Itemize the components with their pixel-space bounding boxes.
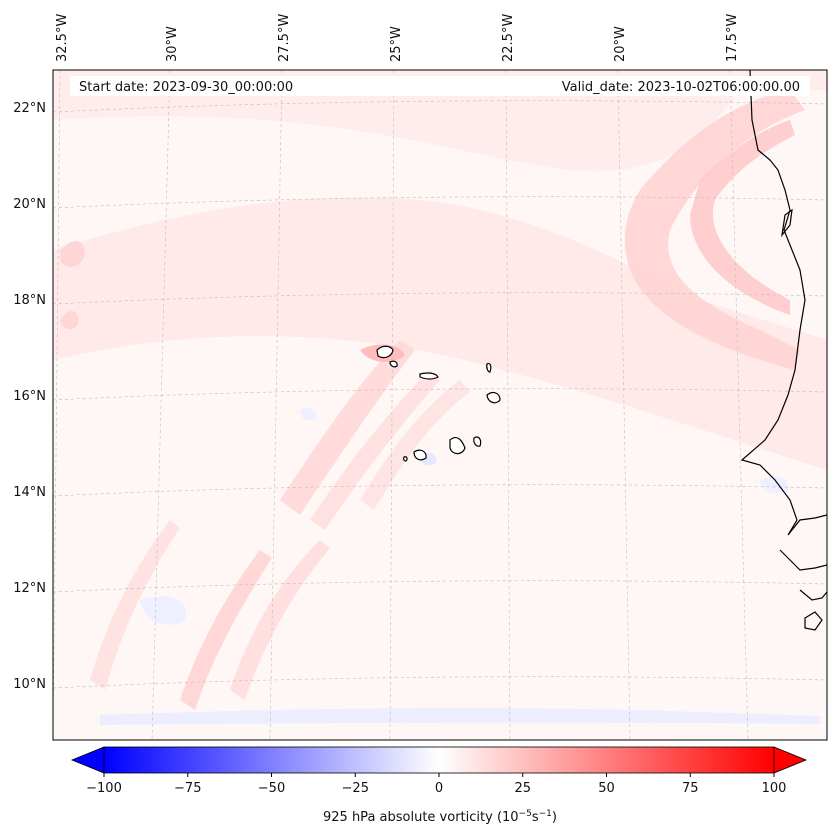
colorbar-tick-label: 75 [682,781,699,796]
island [486,362,492,373]
graticule [53,70,827,740]
colorbar-tick-label: −25 [342,781,369,796]
map-panel: Start date: 2023-09-30_00:00:00 Valid_da… [52,69,828,741]
cape-verde-islands [376,345,501,462]
colorbar-bar [103,746,775,774]
colorbar-tick-label: −75 [174,781,201,796]
lat-label: 14°N [13,485,46,500]
island [376,345,394,359]
island [449,436,466,455]
colorbar-tick-label: −50 [258,781,285,796]
colorbar-label: 925 hPa absolute vorticity (10−5s−1) [323,809,557,825]
lat-label: 12°N [13,581,46,596]
valid-date: Valid_date: 2023-10-02T06:00:00.00 [562,80,800,95]
colorbar-left-extend [70,746,105,774]
colorbar: −100 −75 −50 −25 0 25 50 75 100 925 hPa absolute… [70,746,808,825]
colorbar-tick-label: 100 [762,781,787,796]
lat-label: 18°N [13,293,46,308]
longitude-labels: 32.5°W 30°W 27.5°W 25°W 22.5°W 20°W 17.5… [55,14,740,62]
colorbar-tick-label: 0 [435,781,443,796]
date-banner [70,76,810,96]
colorbar-right-extend [773,746,808,774]
island [473,436,482,447]
lon-label: 20°W [613,26,628,62]
latitude-labels: 22°N 20°N 18°N 16°N 14°N 12°N 10°N [13,101,46,692]
island [413,449,427,461]
lon-label: 17.5°W [725,14,740,62]
lon-label: 27.5°W [277,14,292,62]
island [486,391,501,404]
lon-label: 32.5°W [55,14,70,62]
map-frame [52,69,828,741]
lon-label: 30°W [165,26,180,62]
lat-label: 16°N [13,389,46,404]
island [419,372,439,380]
start-date: Start date: 2023-09-30_00:00:00 [79,80,293,95]
colorbar-tick-label: 25 [514,781,531,796]
coastlines [740,70,827,631]
island [403,456,408,462]
colorbar-ticks: −100 −75 −50 −25 0 25 50 75 100 [86,773,786,796]
lat-label: 10°N [13,677,46,692]
lon-label: 25°W [389,26,404,62]
lat-label: 20°N [13,197,46,212]
africa-coastline [740,70,827,536]
colorbar-tick-label: −100 [86,781,122,796]
island [389,360,398,368]
colorbar-tick-label: 50 [598,781,615,796]
lon-label: 22.5°W [501,14,516,62]
lat-label: 22°N [13,101,46,116]
